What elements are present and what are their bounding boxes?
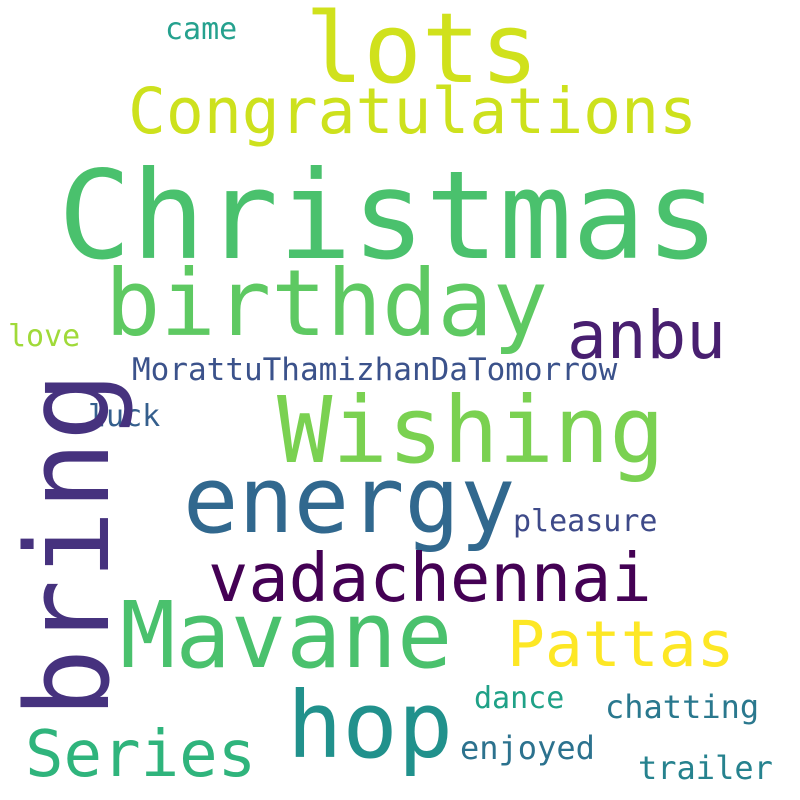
word-luck: luck	[88, 399, 161, 434]
word-enjoyed: enjoyed	[460, 729, 595, 767]
word-series: Series	[25, 718, 257, 792]
word-pleasure: pleasure	[513, 504, 658, 539]
word-christmas: Christmas	[58, 145, 720, 287]
word-moratthu-thamizhan: MorattuThamizhanDaTomorrow	[132, 352, 618, 388]
word-pattas: Pattas	[507, 608, 735, 681]
word-love: love	[8, 319, 81, 354]
word-dance: dance	[474, 681, 565, 716]
word-anbu: anbu	[567, 297, 726, 374]
word-congratulations: Congratulations	[128, 75, 697, 148]
word-hop: hop	[287, 672, 454, 779]
word-vadachennai: vadachennai	[208, 539, 652, 617]
word-trailer: trailer	[638, 749, 773, 787]
word-bring: bring	[2, 371, 136, 718]
word-mavane: Mavane	[120, 582, 453, 689]
word-wishing: Wishing	[277, 377, 665, 484]
word-energy: energy	[183, 447, 516, 554]
word-lots: lots	[305, 0, 539, 105]
word-birthday: birthday	[105, 250, 549, 357]
word-came: came	[165, 12, 238, 47]
word-chatting: chatting	[605, 688, 760, 726]
